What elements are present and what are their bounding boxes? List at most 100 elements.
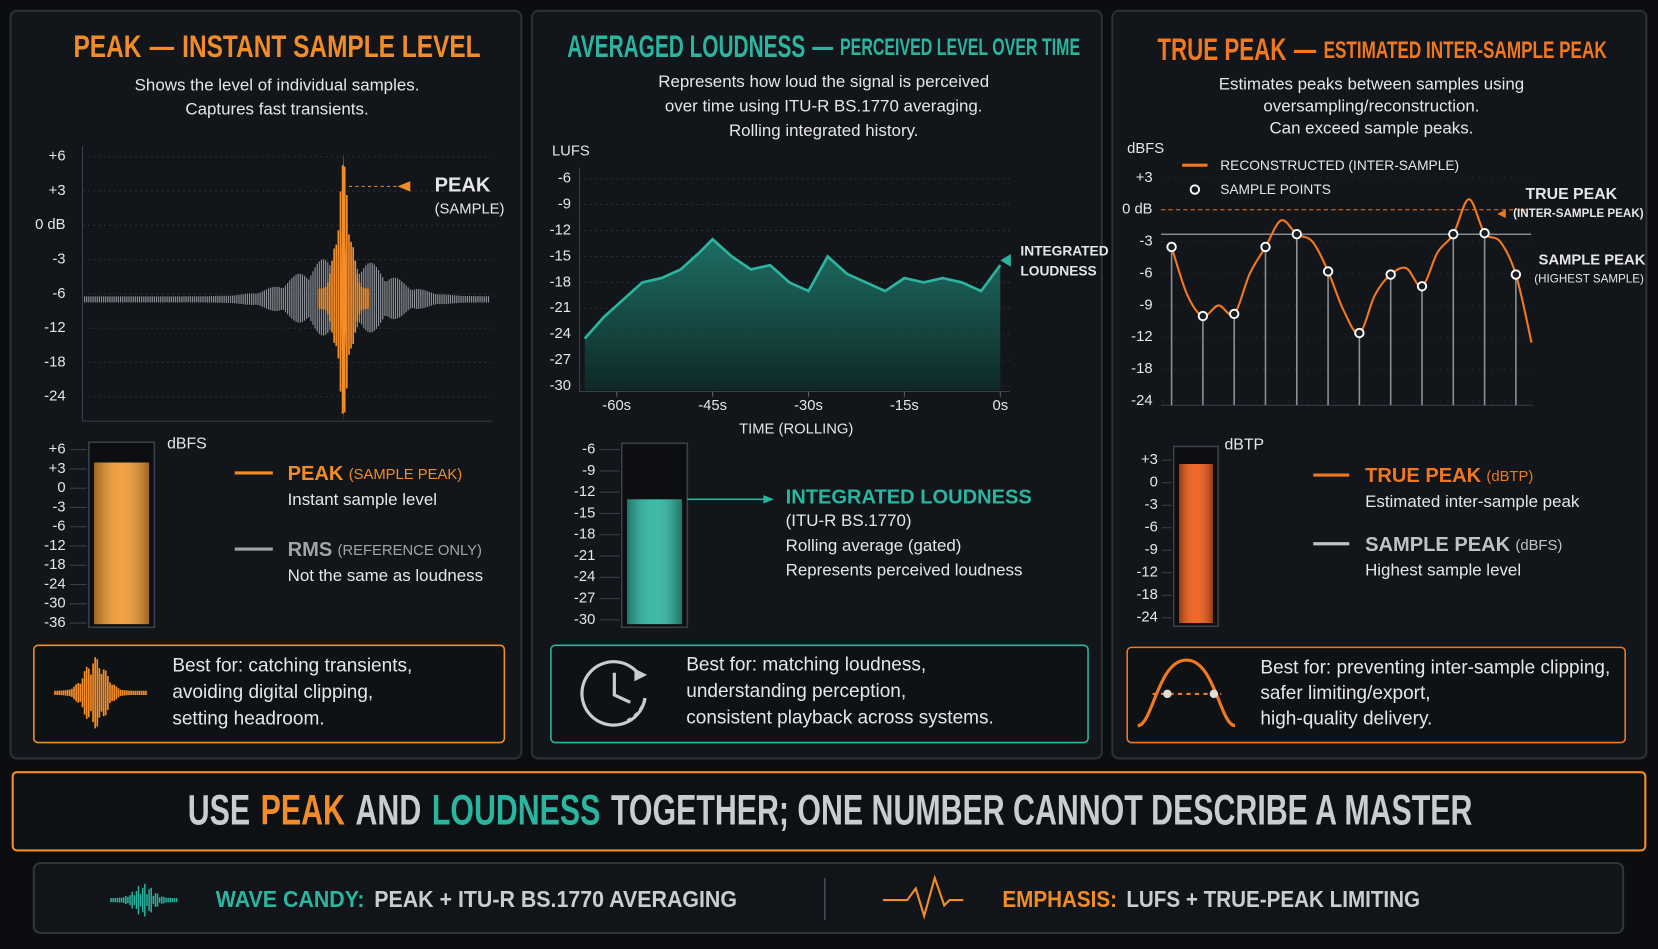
legend-name: TRUE PEAK (dBTP) xyxy=(1365,465,1533,487)
banner-part: PEAK xyxy=(261,787,346,834)
banner-part: USE xyxy=(188,787,250,834)
y-tick-label: -18 xyxy=(44,354,65,370)
sample-point xyxy=(1291,229,1302,240)
sample-point xyxy=(1416,281,1428,292)
legend-arrow xyxy=(763,495,775,504)
meter-tick-label: 0 xyxy=(1150,475,1158,491)
meter-tick-label: -18 xyxy=(44,557,65,573)
footer-frame xyxy=(32,862,1625,934)
y-tick-label: -21 xyxy=(550,300,571,316)
legend-qualifier: (dBFS) xyxy=(1515,538,1562,554)
annotation-arrow xyxy=(1497,209,1506,219)
y-tick-label: -30 xyxy=(550,378,571,394)
sample-point xyxy=(1448,229,1459,240)
legend-description: Estimated inter-sample peak xyxy=(1365,492,1580,511)
meter-unit: dBTP xyxy=(1224,437,1264,454)
y-tick-label: 0 dB xyxy=(35,217,66,233)
meter-tick-label: -9 xyxy=(582,463,595,479)
footer-detail: PEAK + ITU-R BS.1770 AVERAGING xyxy=(374,886,737,912)
y-tick-label: -24 xyxy=(550,326,571,342)
annotation: (INTER-SAMPLE PEAK) xyxy=(1513,207,1644,220)
meter-tick-label: 0 xyxy=(57,480,65,496)
meter-tick-label: -24 xyxy=(1136,610,1157,626)
icon-clock-hands xyxy=(612,672,631,704)
y-tick-label: -6 xyxy=(1139,265,1152,281)
sample-point xyxy=(1510,269,1522,280)
y-tick-label: 0 dB xyxy=(1122,202,1153,218)
meter-tick-label: -21 xyxy=(574,548,595,564)
x-tick-label: -45s xyxy=(698,398,727,414)
meter-tick-label: -12 xyxy=(1136,565,1157,581)
meter-tick-label: +6 xyxy=(49,442,66,458)
panel-frame xyxy=(1111,9,1648,760)
panel-title: PEAK—INSTANT SAMPLE LEVEL xyxy=(73,28,480,64)
meter-tick-label: -18 xyxy=(574,527,595,543)
meter-shade xyxy=(627,499,683,625)
meter-tick-label: -6 xyxy=(582,442,595,458)
y-tick-label: -24 xyxy=(1131,393,1152,409)
y-tick-label: -6 xyxy=(558,171,571,187)
best-for-text: Best for: catching transients, xyxy=(172,655,412,676)
sample-point xyxy=(1260,241,1271,253)
x-tick-label: 0s xyxy=(992,398,1008,414)
legend-name: SAMPLE PEAK (dBFS) xyxy=(1365,534,1562,556)
y-tick-label: -3 xyxy=(52,252,65,268)
footer-text: EMPHASIS: LUFS + TRUE-PEAK LIMITING xyxy=(1002,886,1420,912)
legend-description: Represents perceived loudness xyxy=(786,561,1023,580)
legend-swatch xyxy=(1189,184,1201,195)
loudness-line xyxy=(583,237,1002,340)
y-tick-label: -12 xyxy=(1131,329,1152,345)
sample-point xyxy=(1166,241,1177,253)
title-sub: ESTIMATED INTER-SAMPLE PEAK xyxy=(1324,37,1607,64)
y-tick-label: -3 xyxy=(1139,234,1152,250)
legend-description: (ITU-R BS.1770) xyxy=(786,511,912,530)
title-main: TRUE PEAK xyxy=(1157,31,1286,67)
icon-waveform xyxy=(54,657,147,729)
meter-tick-label: -9 xyxy=(1145,542,1158,558)
best-for-text: high-quality delivery. xyxy=(1260,708,1432,729)
meter-unit: dBFS xyxy=(167,436,207,453)
meter-tick-label: -24 xyxy=(44,576,65,592)
legend-name: PEAK (SAMPLE PEAK) xyxy=(288,463,463,485)
legend-label: RECONSTRUCTED (INTER-SAMPLE) xyxy=(1220,158,1459,173)
icon-clock-dash xyxy=(625,697,647,723)
sample-point xyxy=(1385,269,1396,280)
panel-description: over time using ITU-R BS.1770 averaging. xyxy=(665,97,983,116)
y-tick-label: -12 xyxy=(550,222,571,238)
best-for-box xyxy=(550,644,1089,744)
footer-text: WAVE CANDY: PEAK + ITU-R BS.1770 AVERAGIN… xyxy=(216,886,737,912)
best-for-box xyxy=(1126,646,1627,744)
legend-name-main: PEAK xyxy=(288,463,344,485)
y-tick-label: +6 xyxy=(49,149,66,165)
y-tick-label: -6 xyxy=(52,286,65,302)
footer-label: WAVE CANDY: xyxy=(216,886,365,912)
footer-detail: LUFS + TRUE-PEAK LIMITING xyxy=(1126,886,1420,912)
meter-tick-label: +3 xyxy=(49,461,66,477)
meter-tick-label: -12 xyxy=(44,538,65,554)
legend-qualifier: (dBTP) xyxy=(1486,469,1533,485)
legend-name: INTEGRATED LOUDNESS xyxy=(786,487,1032,509)
legend-description: Rolling average (gated) xyxy=(786,536,962,555)
annotation: SAMPLE PEAK xyxy=(1539,252,1646,268)
panel-description: oversampling/reconstruction. xyxy=(1263,97,1479,116)
meter-tick-label: -3 xyxy=(52,499,65,515)
panel-title: AVERAGED LOUDNESS— PERCEIVED LEVEL OVER T… xyxy=(567,28,1080,64)
y-tick-label: -27 xyxy=(550,352,571,368)
banner-frame xyxy=(11,771,1647,852)
meter-tick-label: -36 xyxy=(44,615,65,631)
footer-label: EMPHASIS: xyxy=(1002,886,1117,912)
y-tick-label: -18 xyxy=(1131,361,1152,377)
sample-point xyxy=(1322,266,1334,277)
meter-tick-label: +3 xyxy=(1141,452,1158,468)
legend-name-main: INTEGRATED LOUDNESS xyxy=(786,487,1032,509)
banner-part: TOGETHER; ONE NUMBER CANNOT DESCRIBE A M… xyxy=(611,787,1472,834)
legend-description: Highest sample level xyxy=(1365,561,1521,580)
y-tick-label: +3 xyxy=(49,183,66,199)
meter-tick-label: -3 xyxy=(1145,497,1158,513)
annotation-arrow xyxy=(1000,254,1011,267)
meter-tick-label: -24 xyxy=(574,569,595,585)
icon-footer-pulse xyxy=(882,874,964,920)
legend-description: Instant sample level xyxy=(288,490,437,509)
panel-description: Shows the level of individual samples. xyxy=(135,75,420,94)
title-separator: — xyxy=(1294,31,1317,67)
